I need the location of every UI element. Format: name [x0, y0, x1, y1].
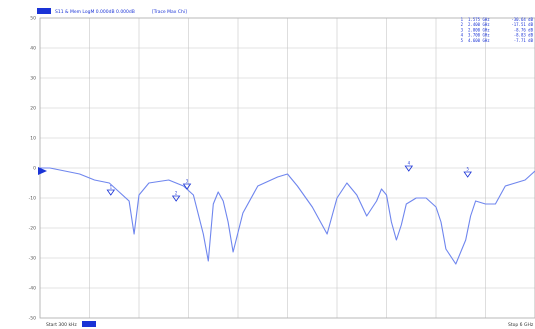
marker-table-num: 5	[461, 38, 464, 43]
stop-frequency-label: Stop 6 GHz	[508, 322, 534, 328]
marker-triangle	[171, 195, 181, 202]
start-frequency-label: Start 300 kHz	[46, 322, 77, 328]
marker-table-freq: 2.800 GHz	[468, 27, 490, 32]
y-tick-label: -20	[29, 226, 36, 232]
y-tick-label: -10	[29, 196, 36, 202]
marker-triangle	[463, 171, 472, 178]
marker-table-value: -7.71 dB	[514, 38, 534, 43]
y-tick-label: 40	[30, 46, 36, 52]
marker-triangle	[404, 165, 414, 172]
marker-table-num: 2	[461, 22, 464, 27]
reference-arrow-icon[interactable]	[38, 167, 47, 175]
marker-label: 1	[110, 185, 113, 190]
marker-table: 1 1.575 GHz -30.64 dB 2 2.400 GHz -17.51 dB 3 2…	[461, 17, 534, 43]
y-tick-label: -30	[29, 256, 36, 262]
marker-triangle	[106, 189, 116, 196]
channel-label: S11 & Mem LogM 0.000dB 0.000dB	[55, 9, 135, 15]
marker-table-freq: 2.400 GHz	[468, 22, 490, 27]
stimulus-color-badge[interactable]	[82, 321, 96, 327]
marker-table-value: -17.51 dB	[511, 22, 533, 27]
trace-layer	[40, 167, 535, 265]
channel-color-badge[interactable]	[37, 8, 51, 14]
y-tick-label: 0	[33, 166, 36, 172]
format-label[interactable]: [Trace Max Chi]	[152, 9, 187, 15]
y-tick-label: -50	[29, 316, 36, 322]
trace-line	[40, 167, 535, 265]
marker-table-value: -8.83 dB	[514, 33, 534, 38]
marker-table-num: 4	[461, 33, 464, 38]
y-tick-label: -40	[29, 286, 36, 292]
y-tick-label: 20	[30, 106, 36, 112]
graticule	[39, 17, 535, 319]
marker-table-freq: 3.700 GHz	[468, 33, 490, 38]
marker-label: 2	[175, 191, 178, 196]
y-tick-label: 50	[30, 16, 36, 22]
marker-table-value: -30.64 dB	[511, 17, 533, 22]
marker-table-freq: 4.600 GHz	[468, 38, 490, 43]
marker-table-freq: 1.575 GHz	[468, 17, 490, 22]
y-tick-label: 30	[30, 76, 36, 82]
marker-triangle	[182, 183, 192, 190]
marker-layer: 1 2 3 4 5	[106, 161, 472, 202]
marker-table-num: 3	[461, 27, 464, 32]
y-tick-labels: 50 40 30 20 10 0 -10 -20 -30 -40 -50	[29, 16, 36, 322]
marker-label: 5	[466, 167, 469, 172]
marker-table-value: -8.76 dB	[514, 27, 534, 32]
marker-label: 3	[186, 179, 189, 184]
marker-label: 4	[408, 161, 411, 166]
marker-table-num: 1	[461, 17, 464, 22]
y-tick-label: 10	[30, 136, 36, 142]
